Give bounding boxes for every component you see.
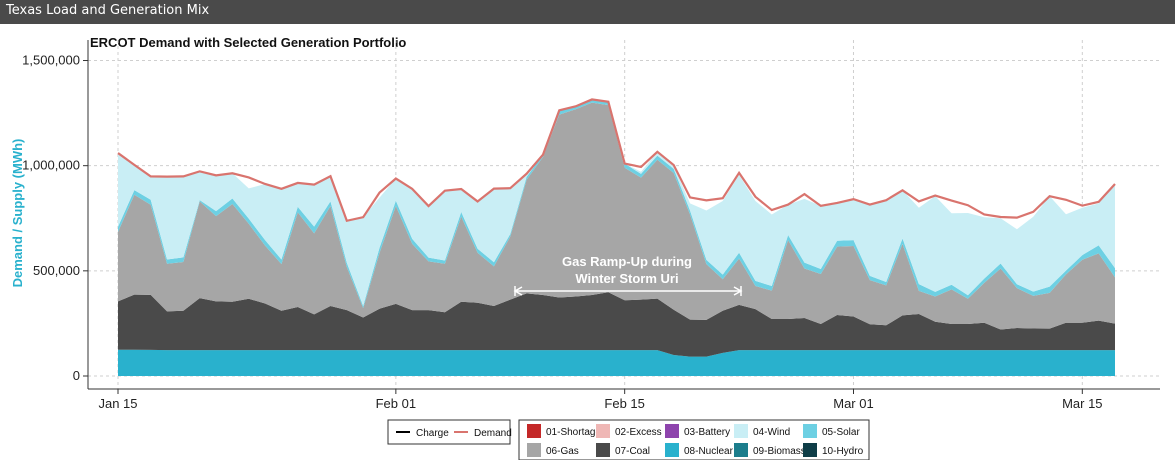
annotation-text-line1: Gas Ramp-Up during xyxy=(562,254,692,269)
legend-fill-label: 04-Wind xyxy=(753,427,790,438)
x-tick-label: Mar 15 xyxy=(1062,396,1102,411)
y-tick-label: 500,000 xyxy=(33,263,80,278)
chart-title: ERCOT Demand with Selected Generation Po… xyxy=(90,35,407,50)
area-06-gas xyxy=(118,102,1115,330)
legend-fill-label: 03-Battery xyxy=(684,427,730,438)
y-tick-label: 0 xyxy=(73,368,80,383)
y-tick-label: 1,000,000 xyxy=(22,158,80,173)
x-tick-label: Feb 15 xyxy=(604,396,644,411)
legend-fill-label: 10-Hydro xyxy=(822,446,864,457)
app-title: Texas Load and Generation Mix xyxy=(6,3,210,18)
legend-fill-swatch xyxy=(527,443,541,457)
legend-fill-swatch xyxy=(665,443,679,457)
annotation: Gas Ramp-Up during Winter Storm Uri xyxy=(513,254,743,296)
axes: 0 500,000 1,000,000 1,500,000 Jan 15 Feb 01 Fe… xyxy=(10,40,1160,411)
legend-fill-swatch xyxy=(734,424,748,438)
legend-fill-label: 07-Coal xyxy=(615,446,650,457)
area-04-wind xyxy=(118,99,1115,306)
legend-line-label: Charge xyxy=(416,428,449,439)
legend-fill-label: 05-Solar xyxy=(822,427,860,438)
y-axis-label: Demand / Supply (MWh) xyxy=(10,139,25,288)
legend-fill-label: 06-Gas xyxy=(546,446,579,457)
legend-fill-swatch xyxy=(596,443,610,457)
y-tick-label: 1,500,000 xyxy=(22,53,80,68)
demand-line xyxy=(117,98,1116,223)
legend-fill-swatch xyxy=(803,443,817,457)
legend-fill-label: 09-Biomass xyxy=(753,446,806,457)
area-07-coal xyxy=(118,292,1115,357)
legend-fill-label: 02-Excess xyxy=(615,427,662,438)
demand-lines xyxy=(117,98,1116,223)
legend-fill-label: 01-Shortage xyxy=(546,427,601,438)
legend-fill-swatch xyxy=(527,424,541,438)
legend-line-label: Demand xyxy=(474,428,512,439)
legend-fill-swatch xyxy=(665,424,679,438)
x-tick-label: Feb 01 xyxy=(376,396,416,411)
legend-fill-swatch xyxy=(803,424,817,438)
x-tick-label: Mar 01 xyxy=(833,396,873,411)
area-08-nuclear xyxy=(118,349,1115,376)
stacked-areas xyxy=(118,99,1115,376)
legend-fill-swatch xyxy=(596,424,610,438)
annotation-text-line2: Winter Storm Uri xyxy=(575,271,678,286)
legend-fill-swatch xyxy=(734,443,748,457)
app-header: Texas Load and Generation Mix xyxy=(0,0,1175,24)
legend-fill-label: 08-Nuclear xyxy=(684,446,734,457)
legend: Charge Demand 01-Shortage 02-Excess 03-Batte… xyxy=(387,419,870,460)
x-tick-label: Jan 15 xyxy=(98,396,137,411)
